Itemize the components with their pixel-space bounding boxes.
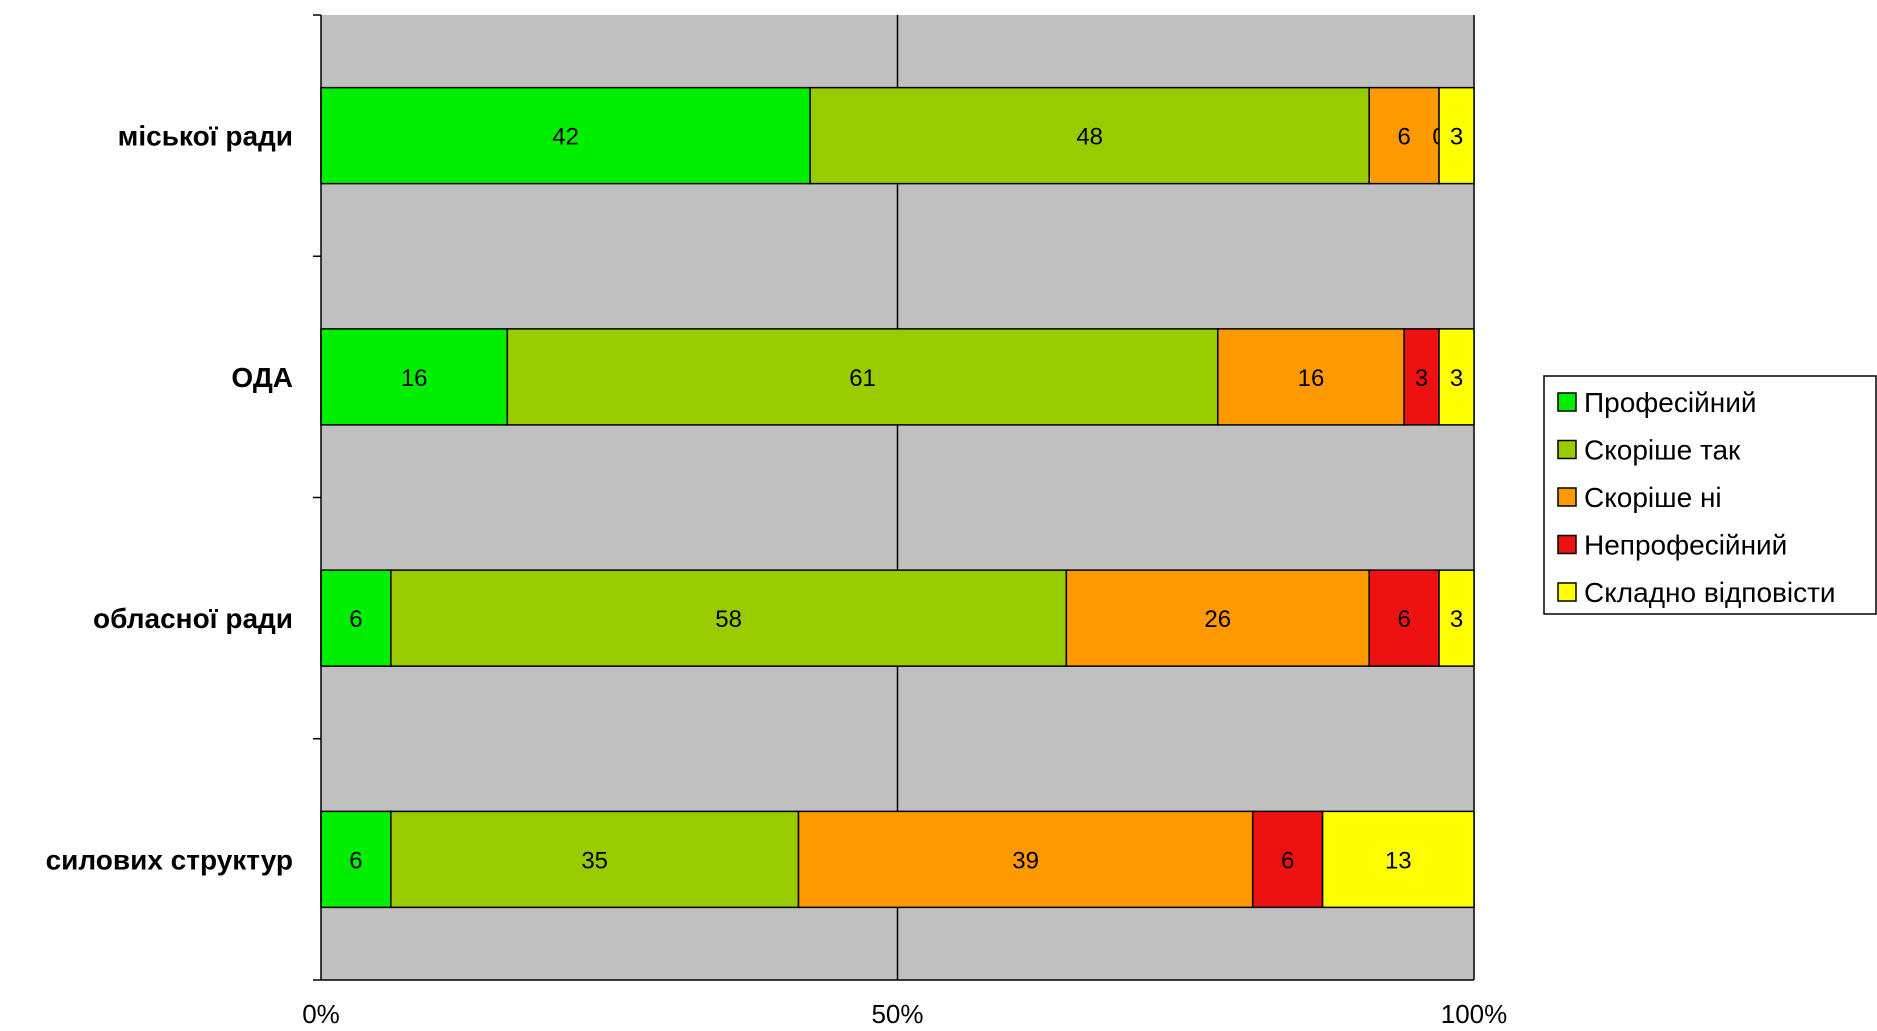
bar-segment [320, 569, 392, 667]
data-label: 42 [552, 124, 579, 151]
bars: 424860316611633658266363539613 [320, 86, 1475, 909]
data-label: 3 [1415, 365, 1428, 392]
category-label: міської ради [118, 121, 293, 152]
data-label: 16 [401, 365, 428, 392]
x-tick-label: 100% [1441, 999, 1508, 1029]
data-label: 13 [1385, 847, 1412, 874]
legend-swatch [1557, 392, 1577, 412]
data-label: 58 [715, 606, 742, 633]
category-label: ОДА [231, 362, 293, 393]
data-label: 39 [1012, 847, 1039, 874]
bar-segment [1403, 328, 1440, 426]
data-label: 6 [349, 847, 362, 874]
legend-swatch [1557, 439, 1577, 460]
bar-segment [1438, 86, 1475, 185]
bar-segment [320, 86, 811, 185]
category-label: силових структур [46, 844, 293, 875]
legend-swatch [1557, 534, 1577, 555]
data-label: 3 [1450, 124, 1463, 151]
bar-segment [797, 810, 1254, 909]
legend-box [1543, 375, 1877, 615]
bar-segment [1321, 810, 1475, 909]
data-label: 16 [1298, 365, 1325, 392]
data-label: 3 [1450, 606, 1463, 633]
bar-segment [1438, 569, 1475, 667]
category-label: обласної ради [93, 603, 293, 634]
bar-segment [1368, 569, 1440, 667]
data-label: 61 [849, 365, 876, 392]
x-tick-label: 50% [871, 999, 923, 1029]
data-label: 6 [1397, 606, 1410, 633]
bar-segment [1065, 569, 1370, 667]
x-tick-label: 0% [302, 999, 340, 1029]
data-label: 6 [349, 606, 362, 633]
legend-label: Професійний [1584, 387, 1756, 418]
legend-label: Складно відповісти [1584, 577, 1836, 608]
legend-label: Непрофесійний [1584, 530, 1787, 561]
data-label: 35 [581, 847, 608, 874]
bar-segment [506, 328, 1219, 426]
bar-segment [1438, 328, 1475, 426]
legend-label: Скоріше так [1584, 435, 1741, 466]
data-label: 48 [1076, 124, 1103, 151]
data-label: 6 [1397, 124, 1410, 151]
bar-segment [809, 86, 1370, 185]
legend-swatch [1557, 582, 1577, 602]
bar-segment [1251, 810, 1324, 909]
axes: 0% 50% 100% міської ради ОДА обласної ради сил… [46, 14, 1508, 1029]
bar-segment [1217, 328, 1405, 426]
data-label: 3 [1450, 365, 1463, 392]
data-label: 6 [1281, 847, 1294, 874]
legend: Професійний Скоріше так Скоріше ні Непрофес… [1543, 375, 1877, 615]
legend-label: Скоріше ні [1584, 482, 1722, 513]
data-label: 26 [1204, 606, 1231, 633]
legend-swatch [1557, 487, 1577, 507]
